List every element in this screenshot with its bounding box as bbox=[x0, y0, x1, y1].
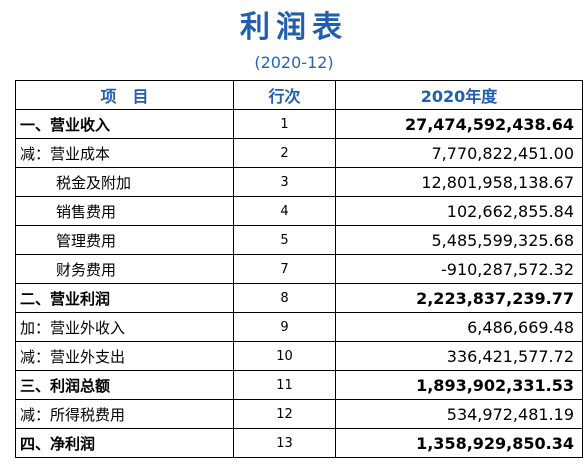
row-amount: 12,801,958,138.67 bbox=[335, 167, 583, 197]
row-number: 9 bbox=[233, 312, 336, 342]
row-item: 二、营业利润 bbox=[15, 283, 234, 313]
row-amount: 1,893,902,331.53 bbox=[335, 370, 583, 400]
report-period: (2020-12) bbox=[254, 53, 334, 72]
row-item: 财务费用 bbox=[15, 254, 234, 284]
column-header-row-no: 行次 bbox=[233, 80, 336, 110]
row-item: 销售费用 bbox=[15, 196, 234, 226]
table-row: 三、利润总额 11 1,893,902,331.53 bbox=[15, 370, 583, 400]
row-item: 一、营业收入 bbox=[15, 109, 234, 139]
row-amount: 534,972,481.19 bbox=[335, 399, 583, 429]
column-header-item: 项 目 bbox=[15, 80, 234, 110]
row-item: 加：营业外收入 bbox=[15, 312, 234, 342]
table-row: 二、营业利润 8 2,223,837,239.77 bbox=[15, 283, 583, 313]
table-row: 减：营业成本 2 7,770,822,451.00 bbox=[15, 138, 583, 168]
row-amount: 102,662,855.84 bbox=[335, 196, 583, 226]
table-row: 减：营业外支出 10 336,421,577.72 bbox=[15, 341, 583, 371]
income-statement-table: 项 目 行次 2020年度 一、营业收入 1 27,474,592,438.64… bbox=[15, 80, 583, 458]
row-amount: 6,486,669.48 bbox=[335, 312, 583, 342]
row-item: 四、净利润 bbox=[15, 428, 234, 458]
table-row: 减：所得税费用 12 534,972,481.19 bbox=[15, 399, 583, 429]
row-number: 2 bbox=[233, 138, 336, 168]
row-number: 4 bbox=[233, 196, 336, 226]
table-row: 一、营业收入 1 27,474,592,438.64 bbox=[15, 109, 583, 139]
table-row: 管理费用 5 5,485,599,325.68 bbox=[15, 225, 583, 255]
table-row: 加：营业外收入 9 6,486,669.48 bbox=[15, 312, 583, 342]
row-item: 减：所得税费用 bbox=[15, 399, 234, 429]
row-item: 税金及附加 bbox=[15, 167, 234, 197]
row-number: 7 bbox=[233, 254, 336, 284]
table-row: 四、净利润 13 1,358,929,850.34 bbox=[15, 428, 583, 458]
row-amount: 336,421,577.72 bbox=[335, 341, 583, 371]
row-item: 管理费用 bbox=[15, 225, 234, 255]
row-number: 11 bbox=[233, 370, 336, 400]
row-amount: -910,287,572.32 bbox=[335, 254, 583, 284]
table-row: 税金及附加 3 12,801,958,138.67 bbox=[15, 167, 583, 197]
row-amount: 2,223,837,239.77 bbox=[335, 283, 583, 313]
row-number: 12 bbox=[233, 399, 336, 429]
table-row: 财务费用 7 -910,287,572.32 bbox=[15, 254, 583, 284]
table-header-row: 项 目 行次 2020年度 bbox=[15, 80, 583, 110]
row-number: 5 bbox=[233, 225, 336, 255]
page-title: 利润表 bbox=[240, 10, 348, 45]
column-header-amount: 2020年度 bbox=[335, 80, 583, 110]
row-amount: 7,770,822,451.00 bbox=[335, 138, 583, 168]
row-item: 减：营业外支出 bbox=[15, 341, 234, 371]
row-number: 10 bbox=[233, 341, 336, 371]
row-number: 8 bbox=[233, 283, 336, 313]
row-number: 1 bbox=[233, 109, 336, 139]
row-amount: 1,358,929,850.34 bbox=[335, 428, 583, 458]
row-number: 13 bbox=[233, 428, 336, 458]
row-number: 3 bbox=[233, 167, 336, 197]
row-amount: 5,485,599,325.68 bbox=[335, 225, 583, 255]
row-amount: 27,474,592,438.64 bbox=[335, 109, 583, 139]
table-row: 销售费用 4 102,662,855.84 bbox=[15, 196, 583, 226]
row-item: 三、利润总额 bbox=[15, 370, 234, 400]
row-item: 减：营业成本 bbox=[15, 138, 234, 168]
